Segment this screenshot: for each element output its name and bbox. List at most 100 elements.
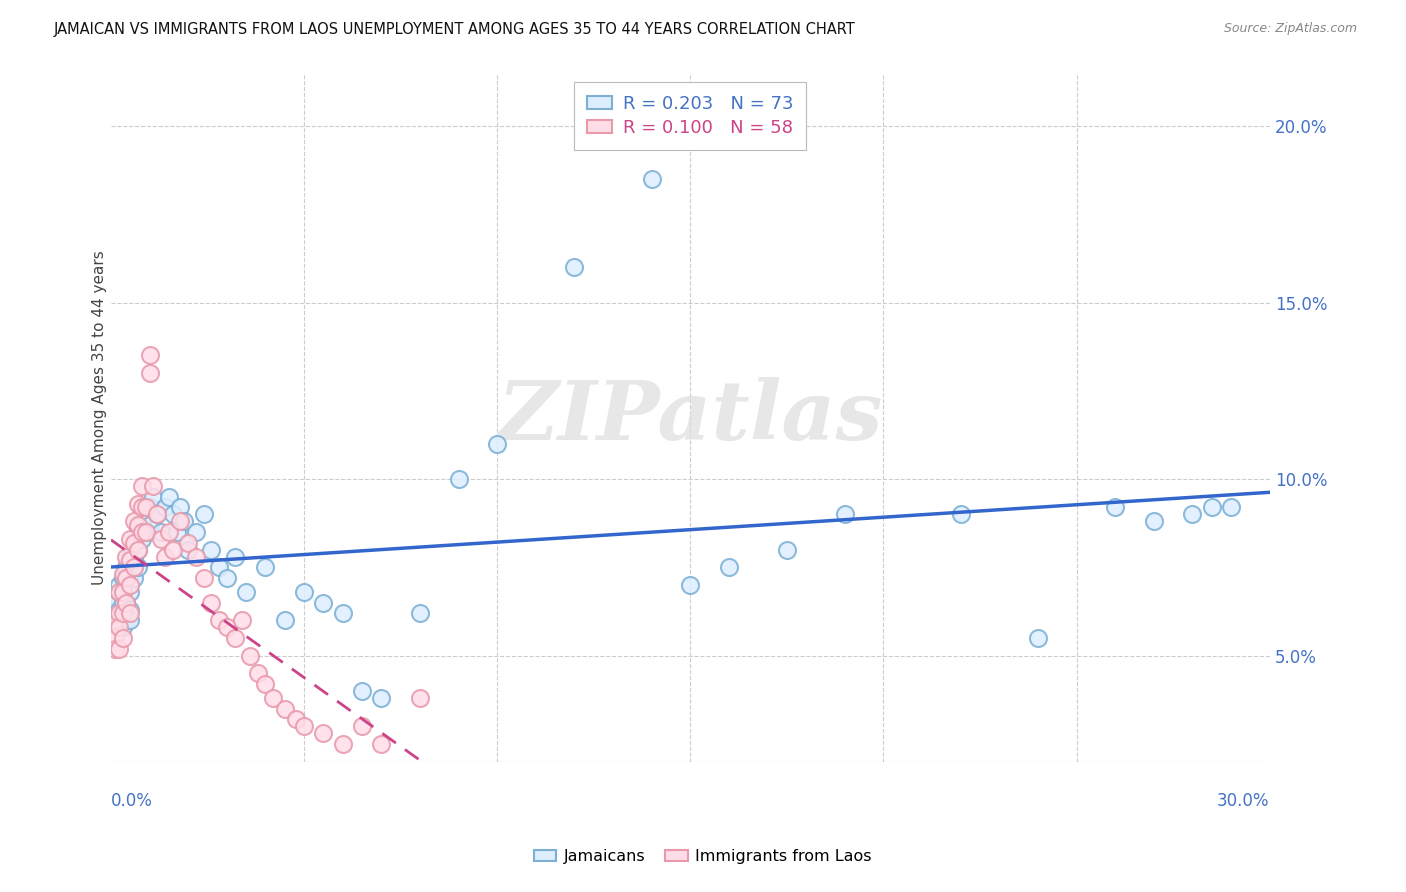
Point bbox=[350, 719, 373, 733]
Point bbox=[254, 677, 277, 691]
Point bbox=[131, 532, 153, 546]
Point bbox=[131, 524, 153, 539]
Point bbox=[169, 500, 191, 515]
Text: ZIPatlas: ZIPatlas bbox=[498, 377, 883, 458]
Point bbox=[224, 549, 246, 564]
Point bbox=[332, 606, 354, 620]
Point bbox=[131, 479, 153, 493]
Point bbox=[111, 585, 134, 599]
Point bbox=[135, 508, 157, 522]
Point bbox=[111, 567, 134, 582]
Point bbox=[150, 524, 173, 539]
Point bbox=[208, 560, 231, 574]
Point bbox=[127, 560, 149, 574]
Legend: R = 0.203   N = 73, R = 0.100   N = 58: R = 0.203 N = 73, R = 0.100 N = 58 bbox=[575, 82, 806, 150]
Point bbox=[120, 606, 142, 620]
Point bbox=[135, 500, 157, 515]
Point bbox=[120, 549, 142, 564]
Point bbox=[115, 549, 138, 564]
Point bbox=[107, 585, 129, 599]
Point bbox=[127, 521, 149, 535]
Point bbox=[122, 553, 145, 567]
Point bbox=[104, 603, 127, 617]
Point bbox=[131, 515, 153, 529]
Point bbox=[409, 606, 432, 620]
Point bbox=[200, 596, 222, 610]
Point bbox=[150, 532, 173, 546]
Point bbox=[127, 518, 149, 533]
Point bbox=[138, 500, 160, 515]
Point bbox=[107, 585, 129, 599]
Point bbox=[292, 719, 315, 733]
Legend: Jamaicans, Immigrants from Laos: Jamaicans, Immigrants from Laos bbox=[527, 843, 879, 871]
Point bbox=[120, 603, 142, 617]
Point bbox=[215, 571, 238, 585]
Point bbox=[332, 737, 354, 751]
Point bbox=[135, 524, 157, 539]
Point bbox=[120, 567, 142, 582]
Point bbox=[138, 349, 160, 363]
Point bbox=[142, 490, 165, 504]
Point bbox=[447, 472, 470, 486]
Point bbox=[239, 648, 262, 663]
Point bbox=[104, 641, 127, 656]
Point bbox=[153, 549, 176, 564]
Point bbox=[146, 508, 169, 522]
Point bbox=[157, 524, 180, 539]
Point bbox=[641, 172, 664, 186]
Point bbox=[1201, 500, 1223, 515]
Point bbox=[122, 560, 145, 574]
Text: JAMAICAN VS IMMIGRANTS FROM LAOS UNEMPLOYMENT AMONG AGES 35 TO 44 YEARS CORRELAT: JAMAICAN VS IMMIGRANTS FROM LAOS UNEMPLO… bbox=[53, 22, 855, 37]
Point bbox=[208, 613, 231, 627]
Point bbox=[162, 542, 184, 557]
Point bbox=[200, 542, 222, 557]
Point bbox=[235, 585, 257, 599]
Text: 0.0%: 0.0% bbox=[111, 792, 153, 810]
Point bbox=[166, 524, 188, 539]
Point bbox=[122, 535, 145, 549]
Point bbox=[111, 606, 134, 620]
Point bbox=[120, 613, 142, 627]
Point bbox=[107, 641, 129, 656]
Point bbox=[231, 613, 253, 627]
Point bbox=[215, 620, 238, 634]
Point bbox=[262, 690, 284, 705]
Point bbox=[107, 603, 129, 617]
Point bbox=[111, 571, 134, 585]
Point bbox=[173, 515, 195, 529]
Point bbox=[120, 553, 142, 567]
Point bbox=[717, 560, 740, 574]
Point bbox=[285, 712, 308, 726]
Point bbox=[834, 508, 856, 522]
Point bbox=[122, 535, 145, 549]
Point bbox=[111, 613, 134, 627]
Point bbox=[312, 596, 335, 610]
Point bbox=[564, 260, 586, 275]
Point bbox=[153, 500, 176, 515]
Point bbox=[184, 549, 207, 564]
Point bbox=[131, 500, 153, 515]
Point bbox=[776, 542, 799, 557]
Point bbox=[162, 508, 184, 522]
Y-axis label: Unemployment Among Ages 35 to 44 years: Unemployment Among Ages 35 to 44 years bbox=[93, 250, 107, 584]
Point bbox=[107, 613, 129, 627]
Point bbox=[274, 701, 297, 715]
Point bbox=[122, 571, 145, 585]
Text: 30.0%: 30.0% bbox=[1218, 792, 1270, 810]
Point bbox=[157, 490, 180, 504]
Point bbox=[184, 524, 207, 539]
Point bbox=[138, 518, 160, 533]
Point bbox=[104, 613, 127, 627]
Point bbox=[486, 436, 509, 450]
Point bbox=[312, 726, 335, 740]
Point bbox=[115, 560, 138, 574]
Point bbox=[138, 366, 160, 380]
Point bbox=[107, 606, 129, 620]
Point bbox=[127, 497, 149, 511]
Point bbox=[120, 532, 142, 546]
Point bbox=[115, 613, 138, 627]
Point bbox=[350, 684, 373, 698]
Point bbox=[1026, 631, 1049, 645]
Point bbox=[224, 631, 246, 645]
Point bbox=[169, 515, 191, 529]
